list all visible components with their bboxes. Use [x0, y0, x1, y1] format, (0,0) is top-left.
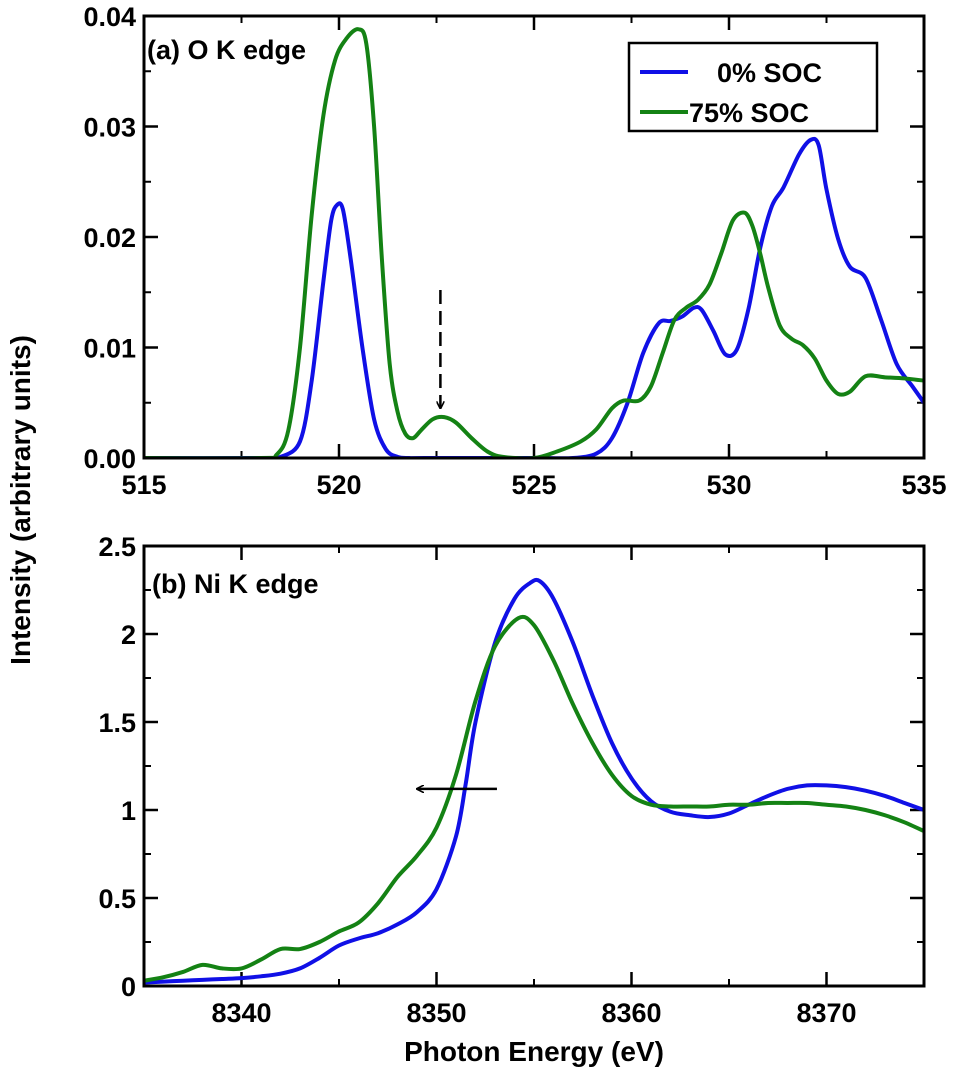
- legend-label-75-soc: 75% SOC: [689, 98, 809, 128]
- panel-b-ytick-label-2: 2: [121, 620, 136, 650]
- panel-a-ytick-label-0-01: 0.01: [83, 334, 136, 364]
- panel-a-xtick-label-520: 520: [316, 470, 361, 500]
- panel-b-ytick-label-2-5: 2.5: [98, 532, 136, 562]
- panel-b-label: (b) Ni K edge: [152, 569, 319, 599]
- panel-b-ytick-label-0: 0: [121, 972, 136, 1002]
- panel-a-series: [144, 27, 924, 458]
- panel-b-ytick-label-1-5: 1.5: [98, 708, 136, 738]
- panel-a-series-0-soc: [144, 136, 924, 458]
- panel-o-k-edge: 515 520 525 530 535 0.00 0.01 0.02 0.03 0.04 (a) …: [83, 2, 946, 500]
- panel-a-xtick-label-530: 530: [706, 470, 751, 500]
- y-axis-title: Intensity (arbitrary units): [5, 335, 36, 665]
- panel-a-xtick-label-515: 515: [121, 470, 166, 500]
- panel-a-series-75-soc: [144, 27, 924, 458]
- legend-label-0-soc: 0% SOC: [717, 58, 822, 88]
- panel-b-xtick-label-8350: 8350: [406, 998, 466, 1028]
- panel-b-xtick-label-8340: 8340: [211, 998, 271, 1028]
- panel-a-ytick-label-0-03: 0.03: [83, 113, 136, 143]
- panel-b-xtick-label-8360: 8360: [601, 998, 661, 1028]
- panel-a-ytick-label-0-04: 0.04: [83, 2, 136, 32]
- panel-b-xtick-label-8370: 8370: [796, 998, 856, 1028]
- panel-b-series: [144, 577, 924, 985]
- panel-b-series-75-soc: [144, 614, 924, 983]
- legend-box: [627, 41, 879, 133]
- panel-a-ytick-label-0: 0.00: [83, 444, 136, 474]
- panel-b-series-0-soc: [144, 577, 924, 985]
- x-axis-title: Photon Energy (eV): [404, 1036, 664, 1067]
- panel-b-ytick-label-0-5: 0.5: [98, 884, 136, 914]
- panel-ni-k-edge: 8340 8350 8360 8370 0 0.5 1 1.5 2 2.5 (b) Ni K ed…: [98, 532, 926, 1028]
- panel-a-ticks: 515 520 525 530 535 0.00 0.01 0.02 0.03 0.04: [83, 2, 946, 500]
- panel-a-frame: [142, 14, 926, 460]
- panel-a-ytick-label-0-02: 0.02: [83, 223, 136, 253]
- panel-b-frame: [142, 544, 926, 988]
- panel-a-xtick-label-525: 525: [511, 470, 556, 500]
- panel-a-label: (a) O K edge: [147, 35, 306, 65]
- legend: 0% SOC 75% SOC: [627, 41, 879, 133]
- panel-b-ytick-label-1: 1: [121, 796, 136, 826]
- panel-a-xtick-label-535: 535: [901, 470, 946, 500]
